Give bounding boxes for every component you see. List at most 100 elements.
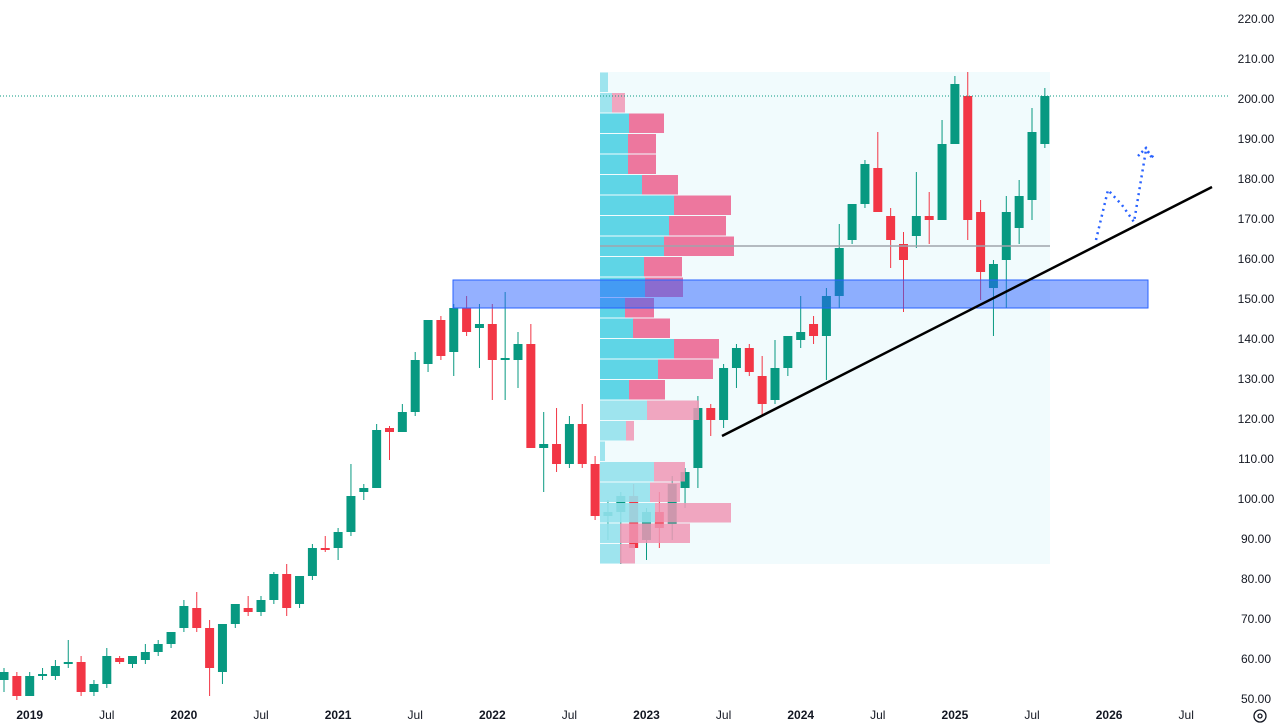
- profile-up: [600, 441, 605, 461]
- candle-body: [731, 348, 741, 368]
- candle-body: [744, 348, 754, 372]
- y-tick-label: 150.00: [1238, 292, 1275, 306]
- trendline: [721, 185, 1213, 438]
- profile-down: [644, 257, 682, 277]
- candle-body: [719, 368, 729, 420]
- candle-body: [282, 574, 292, 608]
- profile-down: [629, 380, 665, 400]
- y-tick-label: 110.00: [1238, 452, 1274, 466]
- y-tick-label: 210.00: [1238, 52, 1275, 66]
- profile-down: [669, 216, 726, 236]
- profile-up: [600, 195, 674, 215]
- candle-body: [886, 216, 896, 240]
- profile-up: [600, 544, 620, 564]
- candle-body: [770, 368, 780, 400]
- candle-body: [809, 324, 819, 336]
- x-tick-label: 2026: [1096, 708, 1123, 722]
- candle-body: [449, 308, 459, 352]
- candle-body: [924, 216, 934, 220]
- y-tick-label: 50.00: [1241, 692, 1271, 706]
- profile-up: [600, 380, 629, 400]
- candle-body: [25, 676, 35, 696]
- candle-body: [256, 600, 266, 612]
- settings-icon[interactable]: [1253, 709, 1267, 723]
- candle-body: [140, 652, 150, 660]
- candle-body: [230, 604, 240, 624]
- candle-body: [0, 672, 9, 680]
- candle-body: [115, 658, 125, 662]
- candle-body: [410, 360, 420, 412]
- support-zone: [452, 279, 1149, 309]
- candle-body: [359, 488, 369, 492]
- candle-body: [693, 408, 703, 468]
- candle-body: [899, 244, 908, 260]
- profile-up: [600, 462, 654, 482]
- candle-body: [834, 248, 844, 296]
- profile-down: [674, 339, 719, 359]
- profile-down: [647, 400, 699, 420]
- candle-body: [873, 168, 883, 212]
- candle-body: [423, 320, 433, 364]
- candle-body: [911, 216, 921, 236]
- candle-body: [63, 662, 73, 664]
- x-tick-label: Jul: [562, 708, 577, 722]
- y-tick-label: 90.00: [1241, 532, 1271, 546]
- y-tick-label: 120.00: [1238, 412, 1275, 426]
- candle-body: [526, 344, 536, 448]
- y-tick-label: 140.00: [1238, 332, 1275, 346]
- y-tick-label: 160.00: [1238, 252, 1275, 266]
- candle-body: [217, 624, 227, 672]
- profile-down: [620, 523, 690, 543]
- candle-body: [847, 204, 857, 240]
- candle-body: [963, 96, 973, 220]
- profile-down: [620, 544, 635, 564]
- profile-down: [633, 318, 670, 338]
- x-tick-label: 2020: [171, 708, 198, 722]
- candle-body: [12, 676, 22, 696]
- candle-body: [50, 666, 60, 676]
- x-tick-label: Jul: [253, 708, 268, 722]
- x-tick-label: Jul: [1179, 708, 1194, 722]
- profile-up: [600, 154, 628, 174]
- candle-body: [372, 430, 382, 488]
- y-tick-label: 190.00: [1238, 132, 1275, 146]
- profile-down: [628, 154, 656, 174]
- candle-body: [346, 496, 356, 532]
- candle-body: [976, 212, 986, 272]
- candle-body: [320, 548, 330, 550]
- candle-body: [38, 674, 48, 676]
- y-tick-label: 100.00: [1238, 492, 1275, 506]
- candle-body: [397, 412, 407, 432]
- candle-body: [307, 548, 317, 576]
- candle-body: [860, 164, 870, 204]
- profile-up: [600, 421, 626, 441]
- profile-up: [600, 318, 633, 338]
- candle-body: [988, 264, 998, 288]
- candle-body: [295, 576, 305, 604]
- candle-body: [269, 574, 279, 600]
- candle-body: [513, 344, 523, 360]
- candle-body: [539, 444, 549, 448]
- y-tick-label: 80.00: [1241, 572, 1271, 586]
- candle-body: [462, 308, 472, 332]
- arrow-head: [1137, 145, 1154, 159]
- candle-body: [577, 424, 587, 464]
- candle-body: [179, 606, 189, 628]
- y-tick-label: 220.00: [1238, 12, 1275, 26]
- x-tick-label: 2022: [479, 708, 506, 722]
- profile-down: [626, 421, 634, 441]
- candle-body: [76, 662, 86, 692]
- x-tick-label: 2025: [942, 708, 969, 722]
- profile-down: [612, 93, 625, 113]
- candle-body: [706, 408, 716, 420]
- candle-body: [102, 656, 112, 684]
- candle-body: [89, 684, 99, 692]
- x-tick-label: 2023: [633, 708, 660, 722]
- candle-body: [796, 332, 806, 340]
- profile-down: [629, 113, 664, 133]
- candle-body: [757, 376, 767, 404]
- profile-up: [600, 503, 655, 523]
- x-tick-label: Jul: [1024, 708, 1039, 722]
- candle-body: [783, 336, 793, 368]
